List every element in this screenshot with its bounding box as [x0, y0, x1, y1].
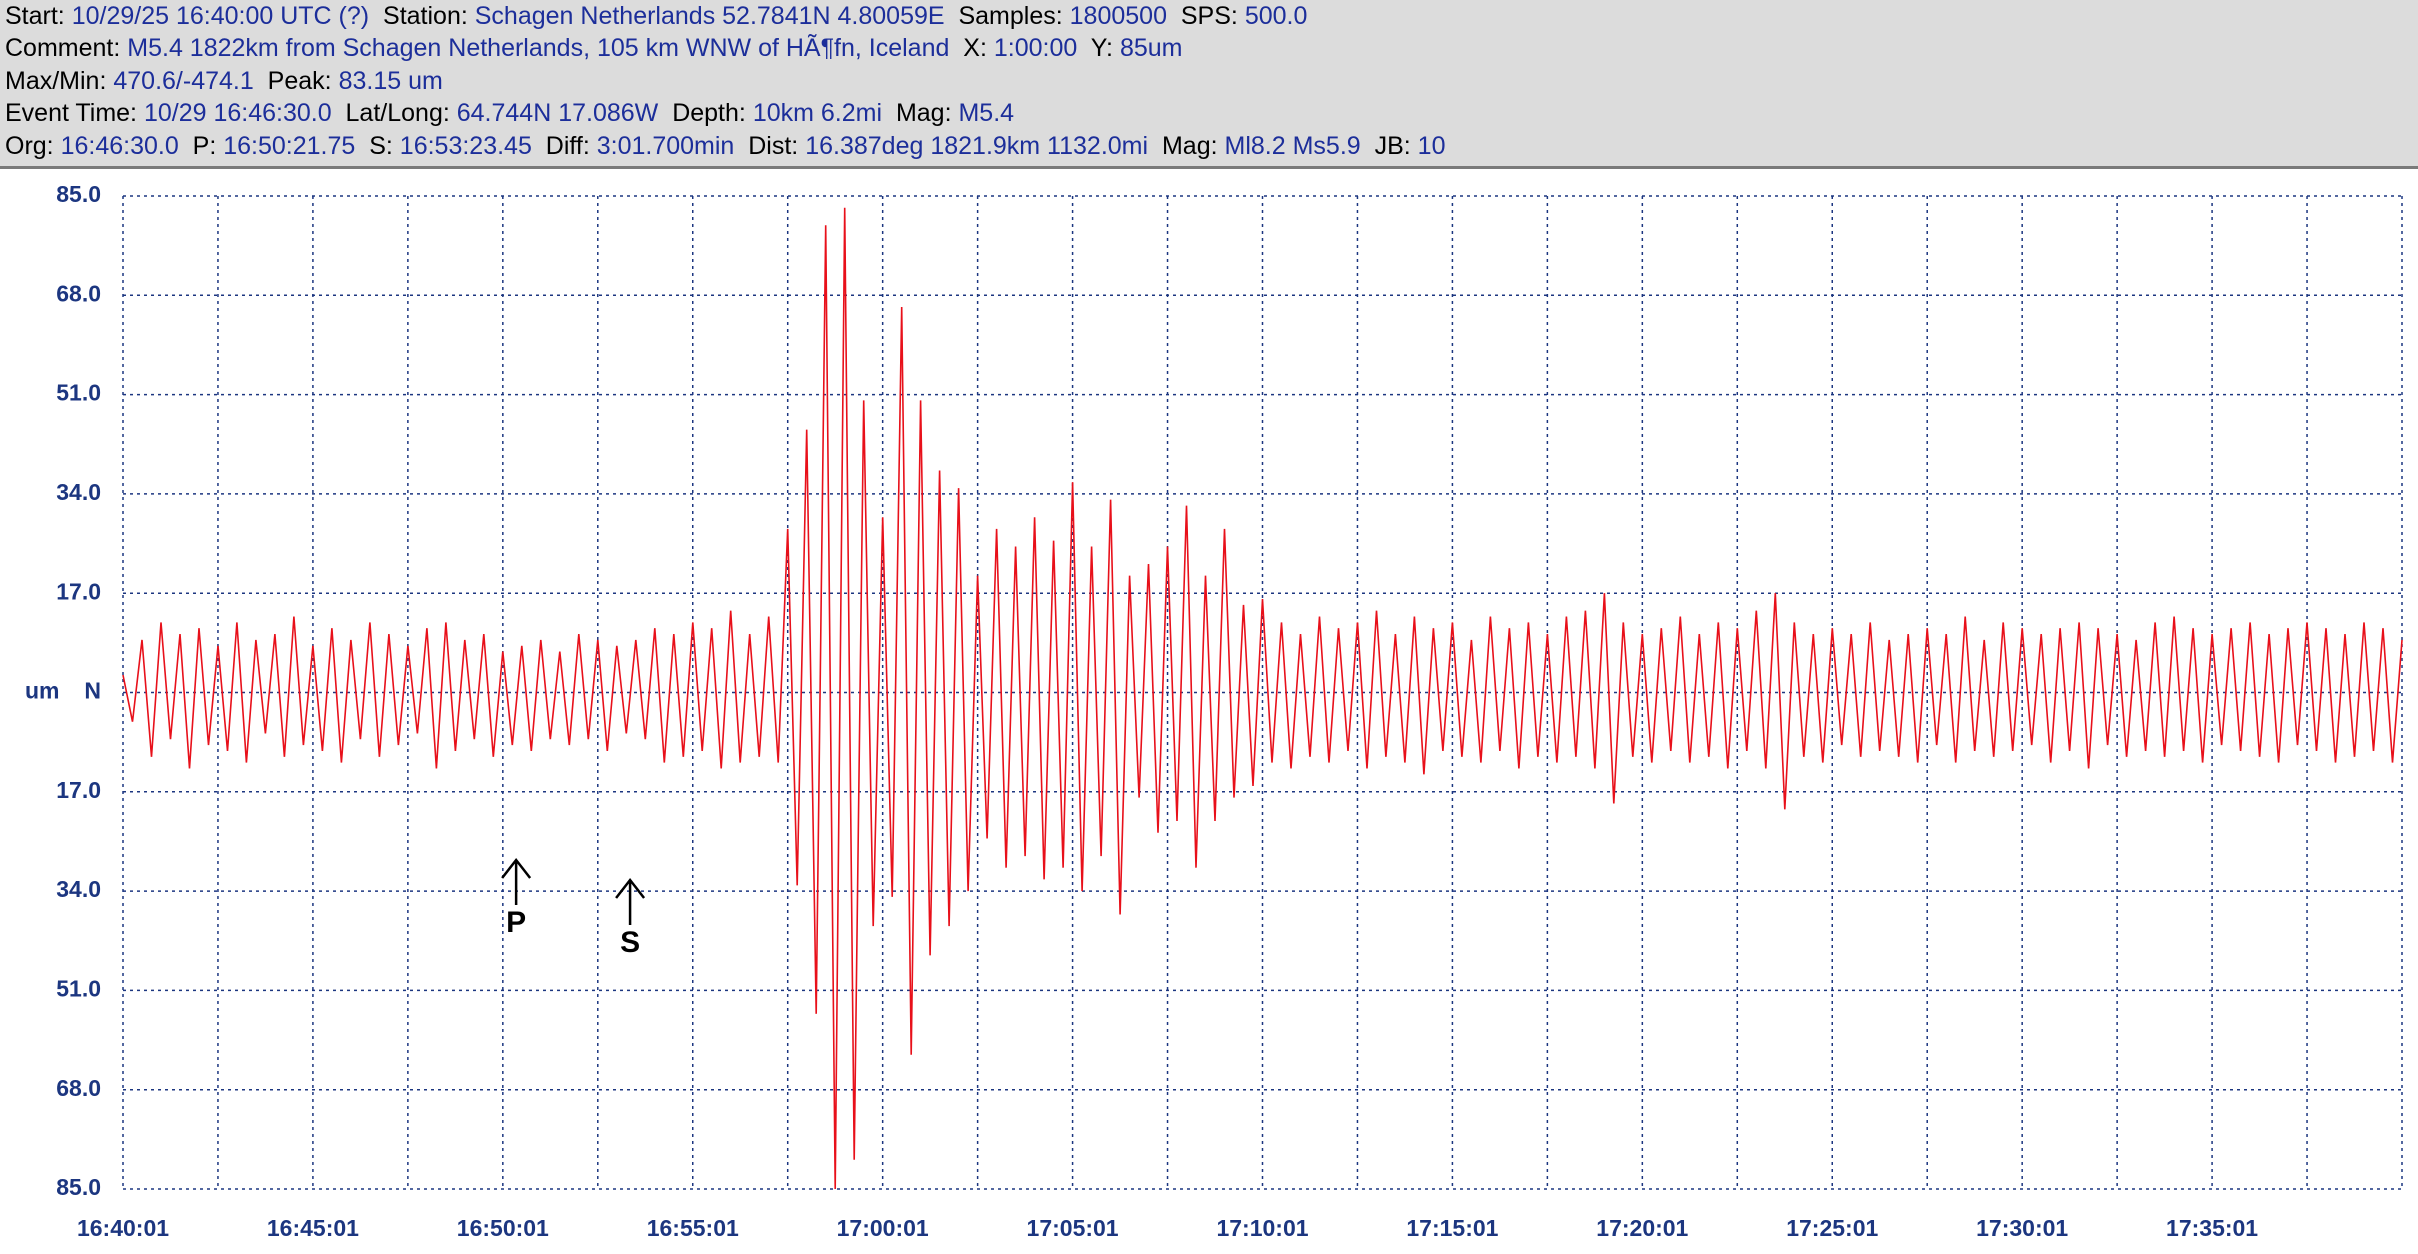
- header-label: Station:: [383, 2, 468, 30]
- header-value: Schagen Netherlands 52.7841N 4.80059E: [474, 2, 945, 30]
- header-label: Org:: [5, 131, 54, 160]
- header-label: Depth:: [672, 99, 746, 128]
- y-tick-label: 17.0: [56, 578, 101, 604]
- header-label: Event Time:: [5, 99, 137, 128]
- header-label: Start:: [5, 2, 65, 30]
- header-label: Diff:: [545, 131, 590, 160]
- phase-label: P: [506, 906, 526, 939]
- info-header: Start: 10/29/25 16:40:00 UTC (?) Station…: [0, 0, 2418, 169]
- header-label: Dist:: [748, 131, 799, 160]
- header-value: M5.4 1822km from Schagen Netherlands, 10…: [127, 34, 950, 63]
- header-value: 16:50:21.75: [223, 131, 356, 160]
- header-value: 16:53:23.45: [399, 131, 532, 160]
- header-value: Ml8.2 Ms5.9: [1224, 131, 1361, 160]
- header-label: P:: [192, 131, 217, 160]
- header-value: 10/29/25 16:40:00 UTC (?): [71, 2, 370, 30]
- header-line: Org: 16:46:30.0 P: 16:50:21.75 S: 16:53:…: [5, 131, 1459, 161]
- header-line: Start: 10/29/25 16:40:00 UTC (?) Station…: [5, 1, 1321, 31]
- header-line: Max/Min: 470.6/-474.1 Peak: 83.15 um: [5, 66, 457, 96]
- header-label: Peak:: [267, 66, 332, 95]
- header-value: 16.387deg 1821.9km 1132.0mi: [805, 131, 1149, 160]
- phase-arrow: [501, 857, 532, 905]
- header-line: Comment: M5.4 1822km from Schagen Nether…: [5, 33, 1196, 63]
- header-value: 10: [1417, 131, 1446, 160]
- y-tick-label: N: [84, 678, 101, 704]
- x-tick-label: 17:30:01: [1976, 1215, 2068, 1241]
- x-tick-label: 17:25:01: [1786, 1215, 1878, 1241]
- header-value: 3:01.700min: [596, 131, 735, 160]
- header-line: Event Time: 10/29 16:46:30.0 Lat/Long: 6…: [5, 98, 1028, 128]
- header-value: 83.15 um: [338, 66, 443, 95]
- phase-arrow: [615, 877, 646, 925]
- header-label: S:: [369, 131, 393, 160]
- x-tick-label: 17:00:01: [837, 1215, 929, 1241]
- y-tick-label: 34.0: [56, 479, 101, 505]
- header-value: 10/29 16:46:30.0: [143, 99, 332, 128]
- y-tick-label: 17.0: [56, 777, 101, 803]
- y-tick-label: 51.0: [56, 380, 101, 406]
- x-tick-label: 16:50:01: [457, 1215, 549, 1241]
- header-label: JB:: [1374, 131, 1411, 160]
- x-tick-label: 17:10:01: [1216, 1215, 1308, 1241]
- header-label: Samples:: [958, 2, 1063, 30]
- x-tick-label: 17:35:01: [2166, 1215, 2258, 1241]
- header-value: M5.4: [958, 99, 1015, 128]
- y-tick-label: 85.0: [56, 1174, 101, 1200]
- y-tick-label: 34.0: [56, 876, 101, 902]
- header-label: Comment:: [5, 34, 121, 63]
- x-tick-label: 16:45:01: [267, 1215, 359, 1241]
- header-value: 10km 6.2mi: [752, 99, 883, 128]
- header-label: Mag:: [895, 99, 952, 128]
- y-tick-label: 51.0: [56, 975, 101, 1001]
- header-label: Mag:: [1161, 131, 1218, 160]
- y-axis-label: um: [25, 678, 60, 704]
- header-label: Lat/Long:: [345, 99, 450, 128]
- x-tick-label: 17:15:01: [1406, 1215, 1498, 1241]
- header-value: 470.6/-474.1: [113, 66, 254, 95]
- header-value: 1800500: [1069, 2, 1167, 30]
- header-label: Max/Min:: [5, 66, 107, 95]
- x-tick-label: 16:55:01: [647, 1215, 739, 1241]
- x-tick-label: 17:20:01: [1596, 1215, 1688, 1241]
- x-tick-label: 16:40:01: [77, 1215, 169, 1241]
- header-label: SPS:: [1180, 2, 1238, 30]
- header-label: Y:: [1090, 34, 1113, 63]
- y-tick-label: 85.0: [56, 181, 101, 207]
- header-value: 64.744N 17.086W: [456, 99, 659, 128]
- header-value: 500.0: [1244, 2, 1308, 30]
- header-value: 16:46:30.0: [60, 131, 179, 160]
- y-tick-label: 68.0: [56, 280, 101, 306]
- header-value: 85um: [1119, 34, 1183, 63]
- phase-label: S: [620, 926, 640, 959]
- header-value: 1:00:00: [993, 34, 1078, 63]
- x-tick-label: 17:05:01: [1027, 1215, 1119, 1241]
- waveform: [122, 207, 2403, 1190]
- header-label: X:: [963, 34, 987, 63]
- y-tick-label: 68.0: [56, 1075, 101, 1101]
